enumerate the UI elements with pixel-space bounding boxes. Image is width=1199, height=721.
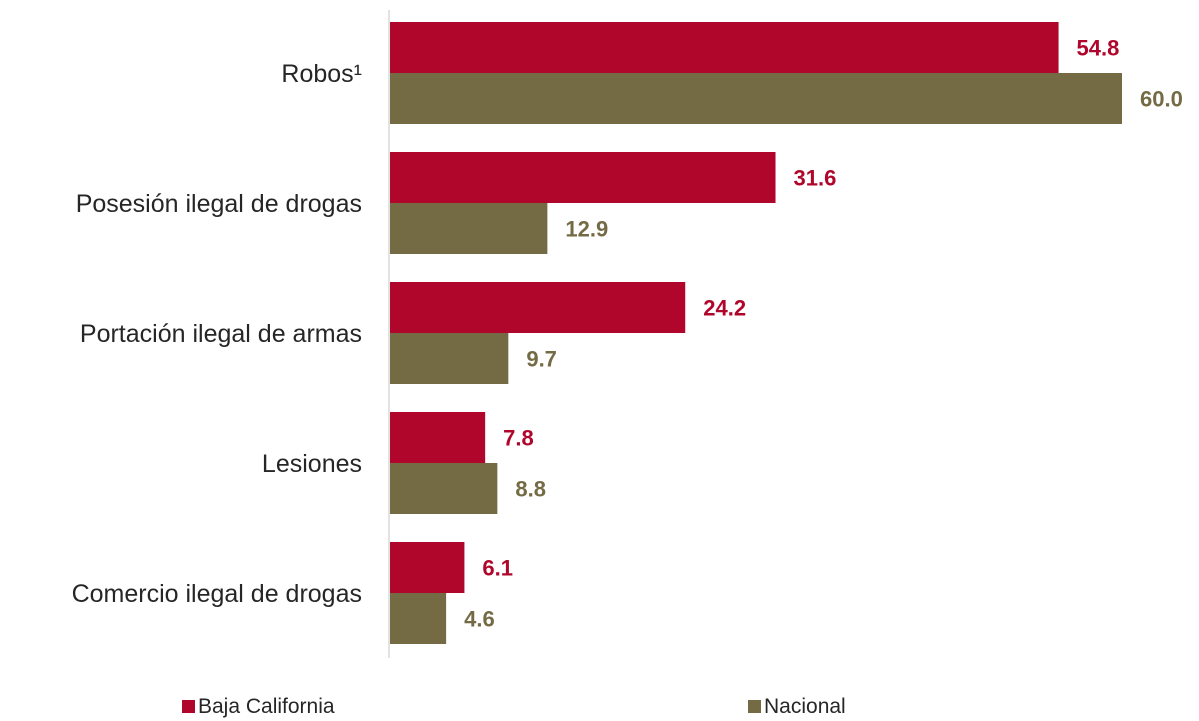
category-label: Robos¹	[281, 60, 362, 88]
data-label: 8.8	[515, 477, 546, 502]
bar-baja-california	[390, 542, 465, 593]
category-labels: Robos¹ Posesión ilegal de drogas Portación…	[72, 60, 362, 608]
category-label: Lesiones	[262, 450, 362, 478]
legend: Baja California Nacional	[182, 695, 846, 718]
legend-label: Baja California	[198, 695, 335, 718]
bars-group	[390, 22, 1122, 644]
legend-swatch	[182, 700, 195, 713]
data-label: 7.8	[503, 426, 534, 451]
category-label: Comercio ilegal de drogas	[72, 580, 362, 608]
bar-baja-california	[390, 22, 1059, 73]
legend-label: Nacional	[764, 695, 846, 718]
category-label: Posesión ilegal de drogas	[76, 190, 362, 218]
bar-baja-california	[390, 282, 686, 333]
data-label: 4.6	[464, 607, 495, 632]
legend-swatch	[748, 700, 761, 713]
bar-nacional	[390, 333, 509, 384]
data-label: 60.0	[1140, 87, 1183, 112]
bar-nacional	[390, 463, 498, 514]
bar-nacional	[390, 73, 1122, 124]
category-label: Portación ilegal de armas	[80, 320, 362, 348]
bar-nacional	[390, 203, 548, 254]
data-label: 6.1	[482, 556, 513, 581]
data-label: 31.6	[794, 166, 837, 191]
data-label: 12.9	[565, 217, 608, 242]
bar-baja-california	[390, 152, 776, 203]
bar-baja-california	[390, 412, 486, 463]
bar-nacional	[390, 593, 447, 644]
data-label: 9.7	[526, 347, 557, 372]
data-labels: 54.8 60.0 31.6 12.9 24.2 9.7 7.8 8.8 6.1 4.6	[464, 36, 1183, 632]
data-label: 24.2	[703, 296, 746, 321]
data-label: 54.8	[1077, 36, 1120, 61]
